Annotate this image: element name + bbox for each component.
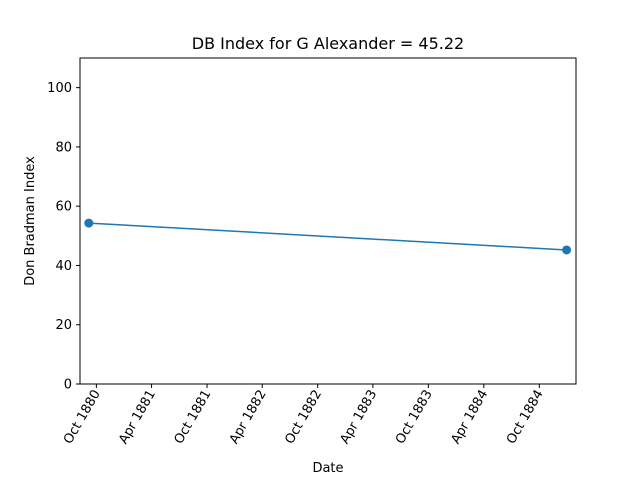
y-axis: 0 20 40 60 80 100 [47, 81, 80, 393]
data-point [562, 245, 572, 255]
x-tick-label: Apr 1881 [116, 388, 159, 447]
x-tick-label: Apr 1883 [337, 388, 380, 447]
x-tick-label: Oct 1882 [282, 388, 325, 447]
y-tick-label: 40 [55, 259, 72, 274]
x-tick-label: Apr 1884 [448, 388, 491, 447]
x-tick-label: Apr 1882 [227, 388, 270, 447]
y-tick-label: 60 [55, 200, 72, 215]
x-tick-label: Oct 1880 [61, 388, 104, 447]
y-tick-label: 80 [55, 140, 72, 155]
plot-area [79, 57, 577, 385]
x-tick-label: Oct 1881 [172, 388, 215, 447]
x-tick-label: Oct 1884 [504, 388, 547, 447]
series-layer [84, 218, 572, 255]
series-line [88, 222, 567, 251]
x-axis-label: Date [312, 461, 343, 476]
y-tick-label: 0 [64, 378, 72, 393]
x-axis: Oct 1880 Apr 1881 Oct 1881 Apr 1882 Oct 1882… [61, 384, 547, 447]
data-point [84, 218, 94, 228]
y-tick-label: 100 [47, 81, 72, 96]
y-axis-label: Don Bradman Index [23, 156, 38, 286]
chart-title: DB Index for G Alexander = 45.22 [192, 34, 464, 53]
x-tick-label: Oct 1883 [393, 388, 436, 447]
y-tick-label: 20 [55, 318, 72, 333]
